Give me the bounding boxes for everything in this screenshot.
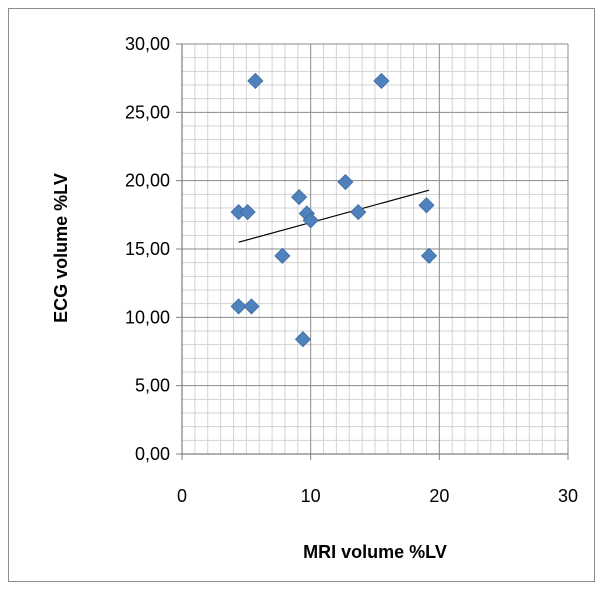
x-axis-title: MRI volume %LV bbox=[303, 542, 447, 562]
data-point bbox=[239, 204, 256, 221]
data-point bbox=[247, 72, 264, 89]
y-tick-label: 0,00 bbox=[135, 444, 170, 464]
x-tick-label: 0 bbox=[177, 486, 187, 506]
data-point bbox=[243, 298, 260, 315]
y-tick-label: 25,00 bbox=[125, 102, 170, 122]
chart-frame bbox=[8, 8, 595, 582]
x-tick-label: 10 bbox=[301, 486, 321, 506]
data-point bbox=[274, 247, 291, 264]
x-tick-label: 30 bbox=[558, 486, 578, 506]
y-axis-title: ECG volume %LV bbox=[51, 173, 71, 323]
data-point bbox=[302, 212, 319, 229]
data-point bbox=[373, 72, 390, 89]
x-tick-label: 20 bbox=[429, 486, 449, 506]
data-point bbox=[291, 189, 308, 206]
data-points bbox=[230, 72, 438, 348]
data-point bbox=[418, 197, 435, 214]
data-point bbox=[337, 173, 354, 191]
y-tick-label: 20,00 bbox=[125, 171, 170, 191]
trendline-group bbox=[238, 189, 430, 243]
y-tick-label: 15,00 bbox=[125, 239, 170, 259]
tick-labels: 0,00 5,00 10,00 15,00 20,00 25,00 30,00 0 10 20 30 bbox=[125, 34, 578, 506]
y-tick-label: 5,00 bbox=[135, 376, 170, 396]
y-tick-label: 30,00 bbox=[125, 34, 170, 54]
trendline bbox=[238, 189, 430, 243]
axes bbox=[176, 43, 569, 460]
data-point bbox=[350, 204, 367, 221]
data-point bbox=[294, 331, 312, 348]
y-tick-label: 10,00 bbox=[125, 307, 170, 327]
data-point bbox=[230, 298, 247, 315]
data-point bbox=[420, 247, 438, 264]
